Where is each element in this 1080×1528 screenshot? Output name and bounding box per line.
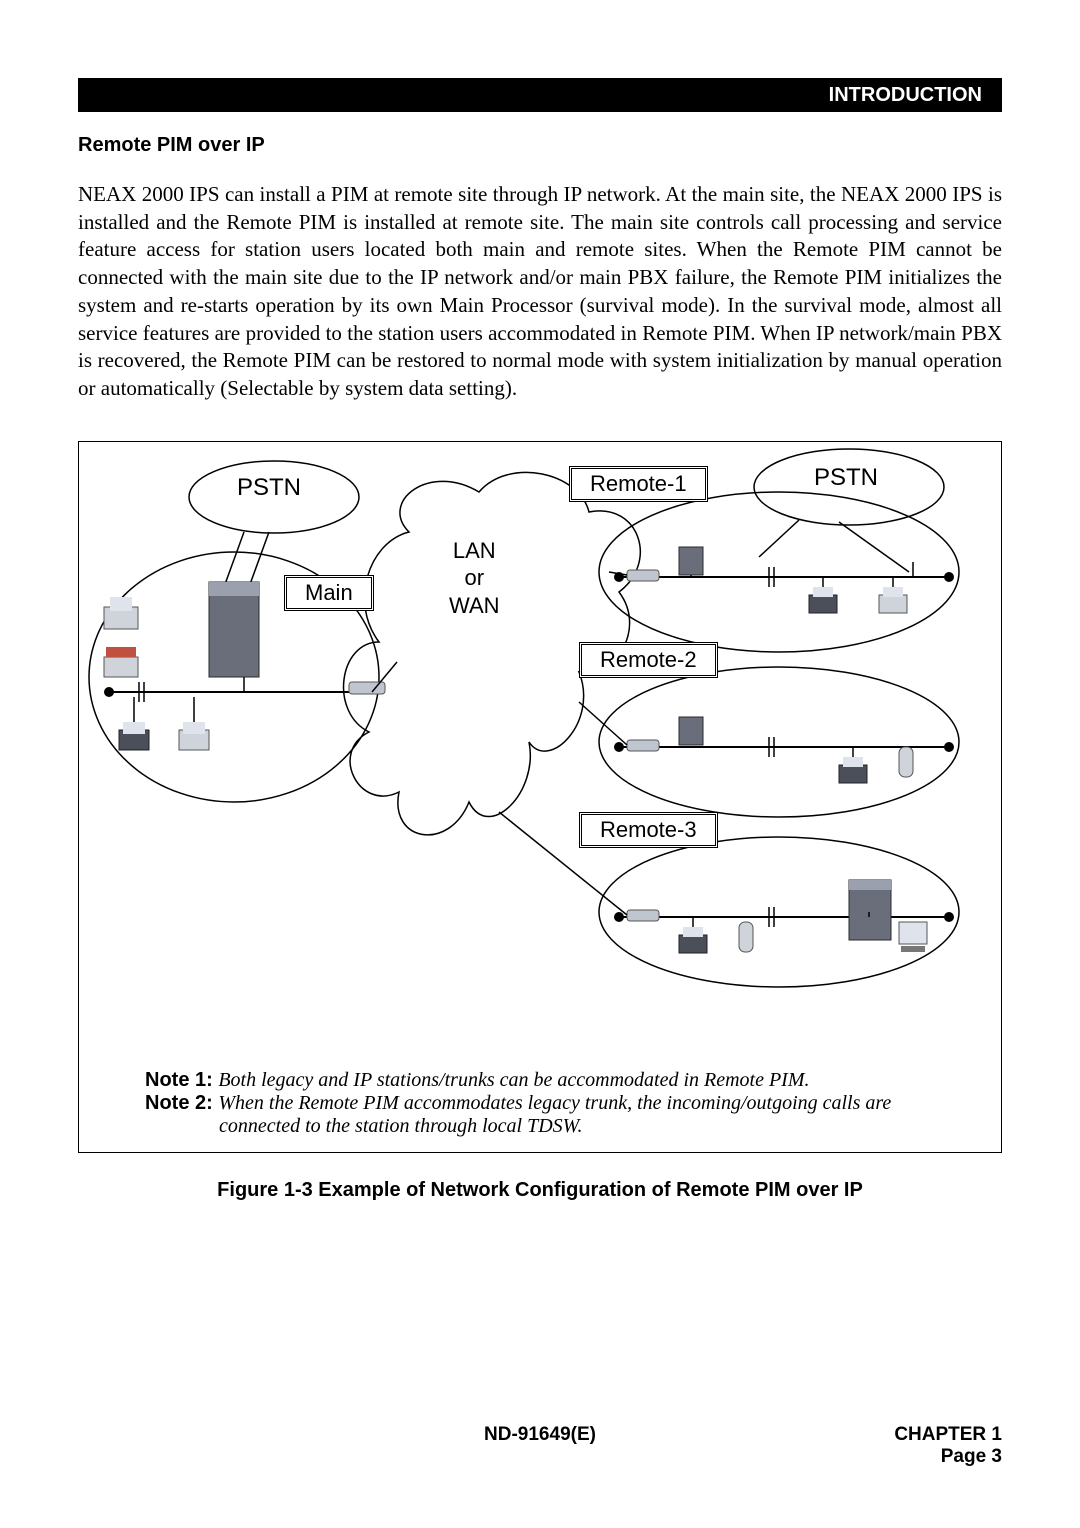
note-1-text: Both legacy and IP stations/trunks can b… [218,1069,809,1092]
figure-frame: PSTN PSTN Main LAN or WAN Remote-1 Remot… [78,441,1002,1153]
body-paragraph: NEAX 2000 IPS can install a PIM at remot… [78,181,1002,403]
label-remote-2: Remote-2 [579,642,718,678]
footer-page: Page 3 [894,1446,1002,1468]
page: INTRODUCTION Remote PIM over IP NEAX 200… [0,0,1080,1528]
figure-notes: Note 1: Both legacy and IP stations/trun… [145,1069,961,1138]
note-2-label: Note 2: [145,1092,218,1115]
label-pstn-right: PSTN [814,464,878,492]
footer: ND-91649(E) CHAPTER 1 Page 3 [78,1424,1002,1468]
label-remote-3: Remote-3 [579,812,718,848]
footer-doc: ND-91649(E) [78,1424,1002,1446]
note-2-continuation: connected to the station through local T… [219,1115,961,1138]
note-1-label: Note 1: [145,1069,218,1092]
section-title: Remote PIM over IP [78,134,1002,157]
label-cloud: LAN or WAN [449,537,500,620]
header-bar: INTRODUCTION [78,78,1002,112]
label-main: Main [284,575,374,611]
figure-diagram [79,442,999,1052]
label-pstn-left: PSTN [237,474,301,502]
header-title: INTRODUCTION [829,84,982,106]
figure-caption: Figure 1-3 Example of Network Configurat… [78,1179,1002,1202]
label-remote-1: Remote-1 [569,466,708,502]
note-2-text: When the Remote PIM accommodates legacy … [218,1092,891,1115]
